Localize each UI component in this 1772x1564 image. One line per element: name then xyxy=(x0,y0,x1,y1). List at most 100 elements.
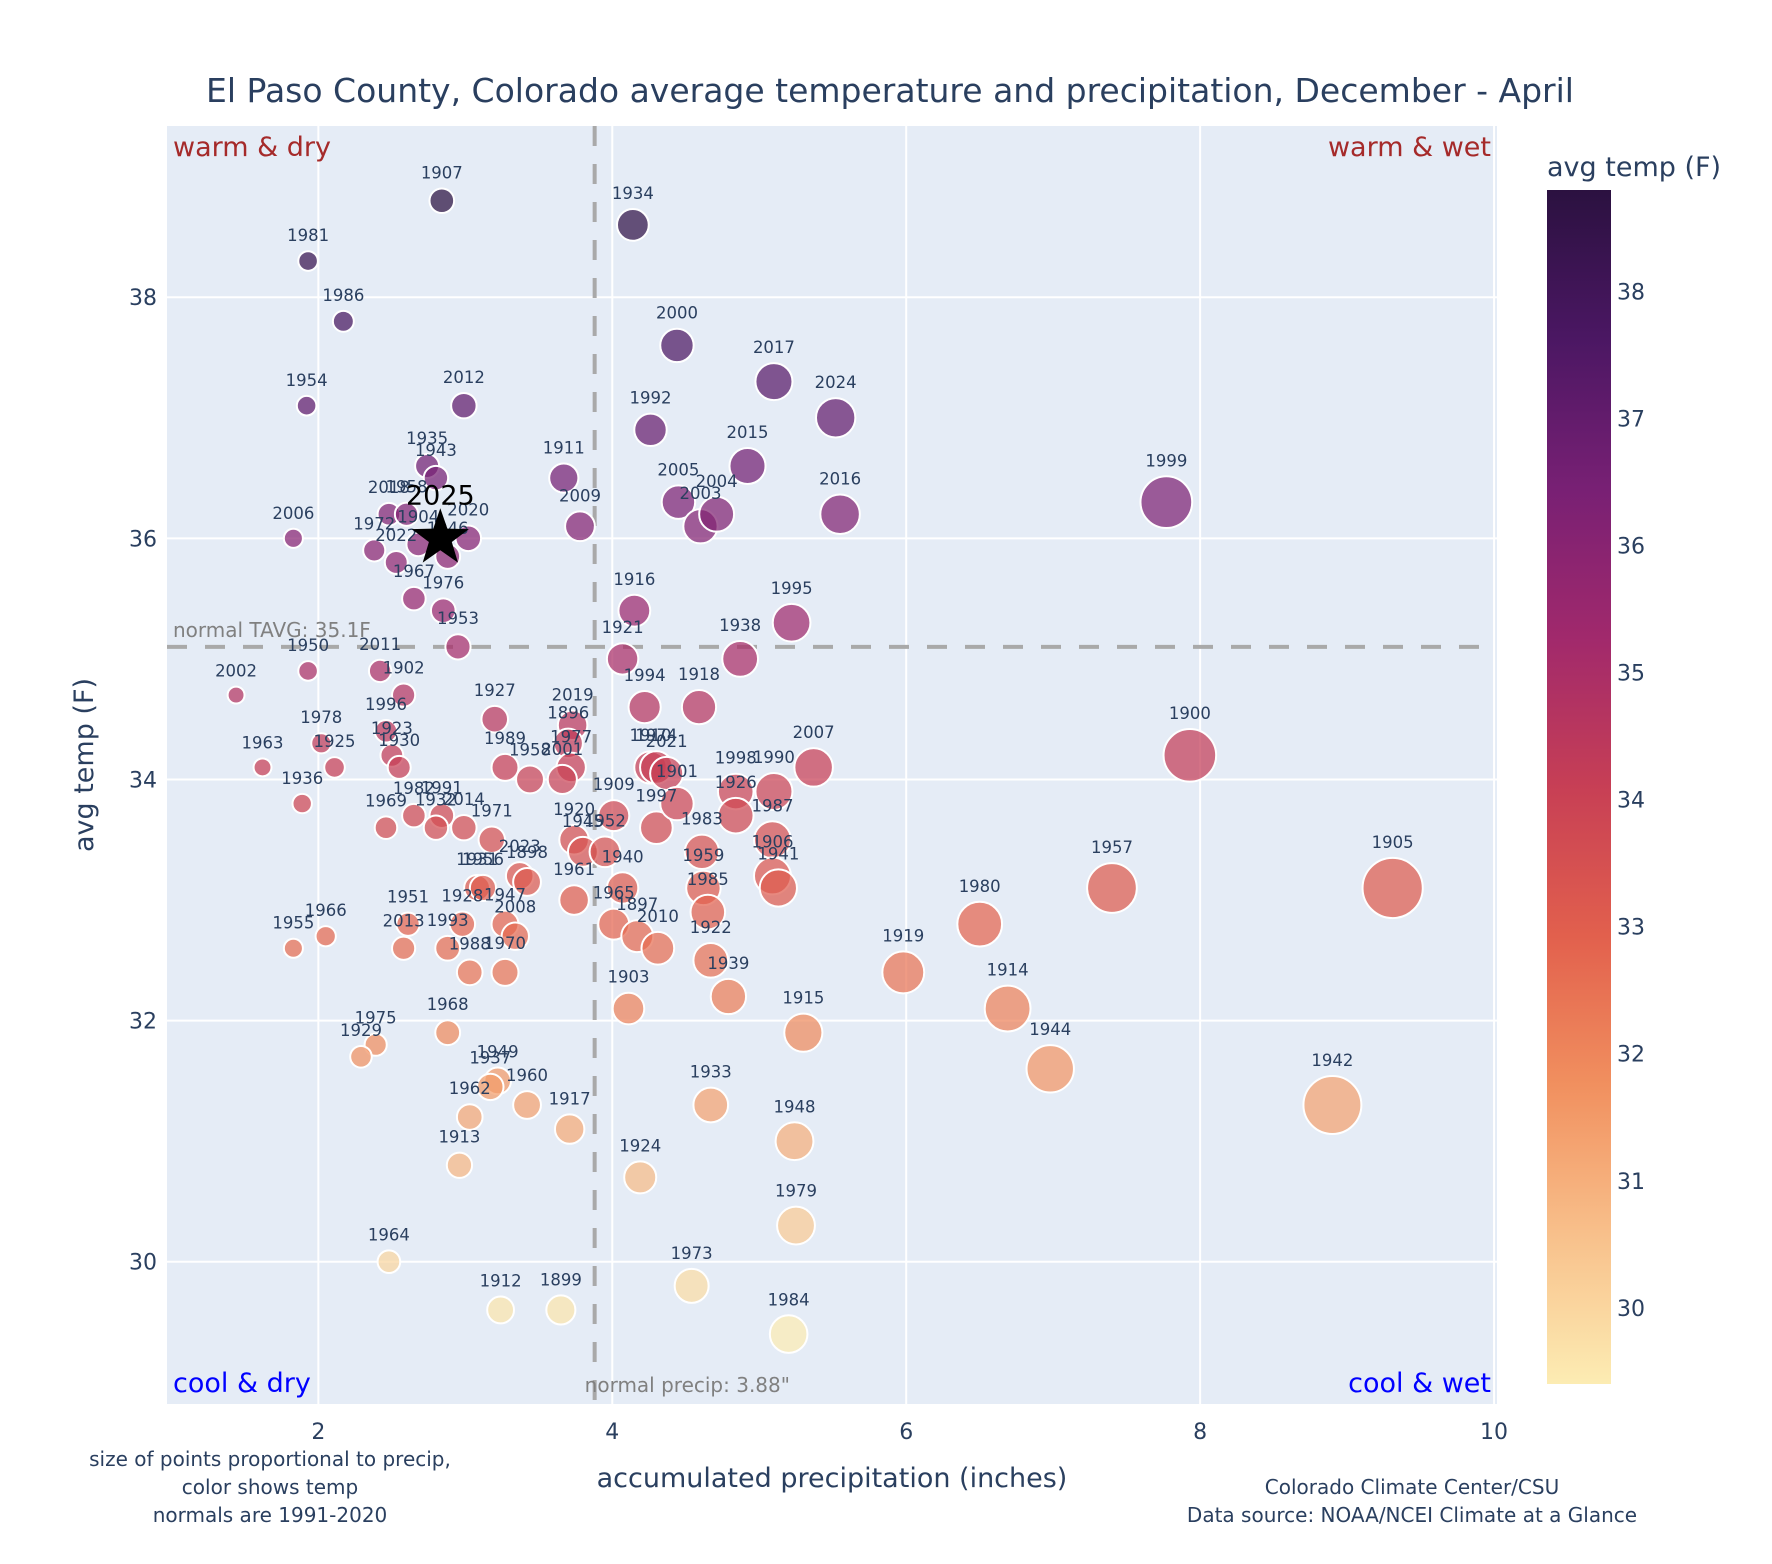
data-point-1940[interactable] xyxy=(605,871,640,905)
data-point-1957[interactable] xyxy=(1086,862,1138,914)
data-point-1926[interactable] xyxy=(716,796,755,835)
data-point-1992[interactable] xyxy=(633,412,668,448)
data-point-1903[interactable] xyxy=(611,991,646,1026)
data-point-1971[interactable] xyxy=(477,825,507,854)
data-point-1956[interactable] xyxy=(468,873,498,903)
data-point-1972[interactable] xyxy=(362,538,387,563)
data-point-1907[interactable] xyxy=(428,187,456,215)
data-point-1902[interactable] xyxy=(391,682,417,708)
data-point-1930[interactable] xyxy=(386,754,412,780)
data-point-1944[interactable] xyxy=(1025,1044,1075,1094)
data-point-1909[interactable] xyxy=(597,799,631,833)
data-point-1978[interactable] xyxy=(310,732,333,755)
data-point-2008[interactable] xyxy=(500,921,530,951)
data-point-1979[interactable] xyxy=(776,1205,816,1246)
data-point-1934[interactable] xyxy=(615,207,650,242)
data-point-1986[interactable] xyxy=(331,309,355,333)
data-point-2016[interactable] xyxy=(819,493,861,535)
data-point-1943[interactable] xyxy=(422,464,450,492)
data-point-1999[interactable] xyxy=(1139,475,1194,530)
data-point-1989[interactable] xyxy=(490,752,520,782)
data-point-1962[interactable] xyxy=(455,1103,484,1131)
data-point-2005[interactable] xyxy=(660,484,697,520)
data-point-1936[interactable] xyxy=(291,792,313,815)
data-point-1984[interactable] xyxy=(768,1314,809,1354)
data-point-1983[interactable] xyxy=(683,833,721,870)
data-point-1939[interactable] xyxy=(709,977,748,1016)
data-point-1937[interactable] xyxy=(476,1072,505,1102)
data-point-1997[interactable] xyxy=(639,810,674,846)
data-point-1919[interactable] xyxy=(881,950,926,995)
data-point-1924[interactable] xyxy=(623,1160,658,1195)
data-point-1914[interactable] xyxy=(983,984,1032,1033)
data-point-1968[interactable] xyxy=(434,1019,462,1047)
data-point-1994[interactable] xyxy=(627,690,662,725)
data-point-1960[interactable] xyxy=(512,1090,542,1120)
data-point-1950[interactable] xyxy=(297,660,319,682)
data-point-1941[interactable] xyxy=(758,868,798,908)
data-point-1948[interactable] xyxy=(774,1121,815,1162)
data-point-1963[interactable] xyxy=(252,757,273,778)
data-point-1955[interactable] xyxy=(282,937,304,959)
data-point-2001[interactable] xyxy=(546,763,578,796)
data-point-1916[interactable] xyxy=(617,593,652,628)
data-point-2002[interactable] xyxy=(226,685,246,705)
data-point-1922[interactable] xyxy=(692,941,730,979)
data-point-1970[interactable] xyxy=(490,957,520,987)
data-point-1973[interactable] xyxy=(673,1267,710,1304)
data-point-1958[interactable] xyxy=(393,501,420,527)
data-point-1981[interactable] xyxy=(297,250,319,272)
data-point-2011[interactable] xyxy=(367,658,393,684)
data-point-1996[interactable] xyxy=(373,718,399,744)
data-point-1967[interactable] xyxy=(401,585,427,612)
data-point-1929[interactable] xyxy=(349,1044,373,1069)
data-point-1961[interactable] xyxy=(558,884,590,916)
data-point-1911[interactable] xyxy=(548,462,580,494)
data-point-1995[interactable] xyxy=(771,602,812,643)
data-point-1942[interactable] xyxy=(1302,1075,1363,1135)
data-point-1976[interactable] xyxy=(429,597,457,625)
data-point-2015[interactable] xyxy=(728,446,767,486)
data-point-2004[interactable] xyxy=(698,495,736,533)
data-point-2017[interactable] xyxy=(754,362,794,402)
data-point-1951[interactable] xyxy=(395,911,421,937)
data-point-2000[interactable] xyxy=(659,327,695,364)
data-point-1898[interactable] xyxy=(512,867,542,897)
data-point-2014[interactable] xyxy=(450,813,478,842)
data-point-1899[interactable] xyxy=(545,1294,577,1326)
data-point-1901[interactable] xyxy=(659,785,695,822)
data-point-1918[interactable] xyxy=(680,689,718,726)
data-point-1912[interactable] xyxy=(486,1295,516,1325)
star-marker-2025[interactable] xyxy=(411,508,469,563)
data-point-1928[interactable] xyxy=(448,910,477,938)
data-point-1921[interactable] xyxy=(605,642,640,676)
data-point-2009[interactable] xyxy=(564,510,596,543)
data-point-1938[interactable] xyxy=(721,640,760,678)
data-point-1900[interactable] xyxy=(1162,728,1218,783)
data-point-2006[interactable] xyxy=(282,527,304,549)
data-point-1966[interactable] xyxy=(314,925,337,948)
data-point-2012[interactable] xyxy=(450,391,478,420)
data-point-1915[interactable] xyxy=(783,1012,824,1053)
data-point-1964[interactable] xyxy=(376,1249,402,1275)
data-point-1933[interactable] xyxy=(692,1086,730,1124)
data-point-2013[interactable] xyxy=(391,935,417,961)
data-point-1980[interactable] xyxy=(956,900,1004,948)
data-point-2022[interactable] xyxy=(383,549,409,575)
data-point-1982[interactable] xyxy=(401,802,427,829)
data-point-1969[interactable] xyxy=(373,815,399,840)
data-point-1917[interactable] xyxy=(553,1113,586,1145)
data-point-1925[interactable] xyxy=(323,756,346,779)
data-point-1985[interactable] xyxy=(689,893,727,931)
data-point-1954[interactable] xyxy=(295,394,318,417)
data-point-1932[interactable] xyxy=(422,814,450,841)
data-point-2010[interactable] xyxy=(640,930,676,966)
data-point-1990[interactable] xyxy=(754,771,794,812)
data-point-1913[interactable] xyxy=(445,1151,474,1179)
data-point-1958[interactable] xyxy=(515,764,545,795)
data-point-2007[interactable] xyxy=(793,747,834,788)
data-point-1905[interactable] xyxy=(1361,856,1424,920)
data-point-2024[interactable] xyxy=(814,397,857,439)
data-point-1953[interactable] xyxy=(444,633,472,661)
data-point-1988[interactable] xyxy=(455,958,484,987)
